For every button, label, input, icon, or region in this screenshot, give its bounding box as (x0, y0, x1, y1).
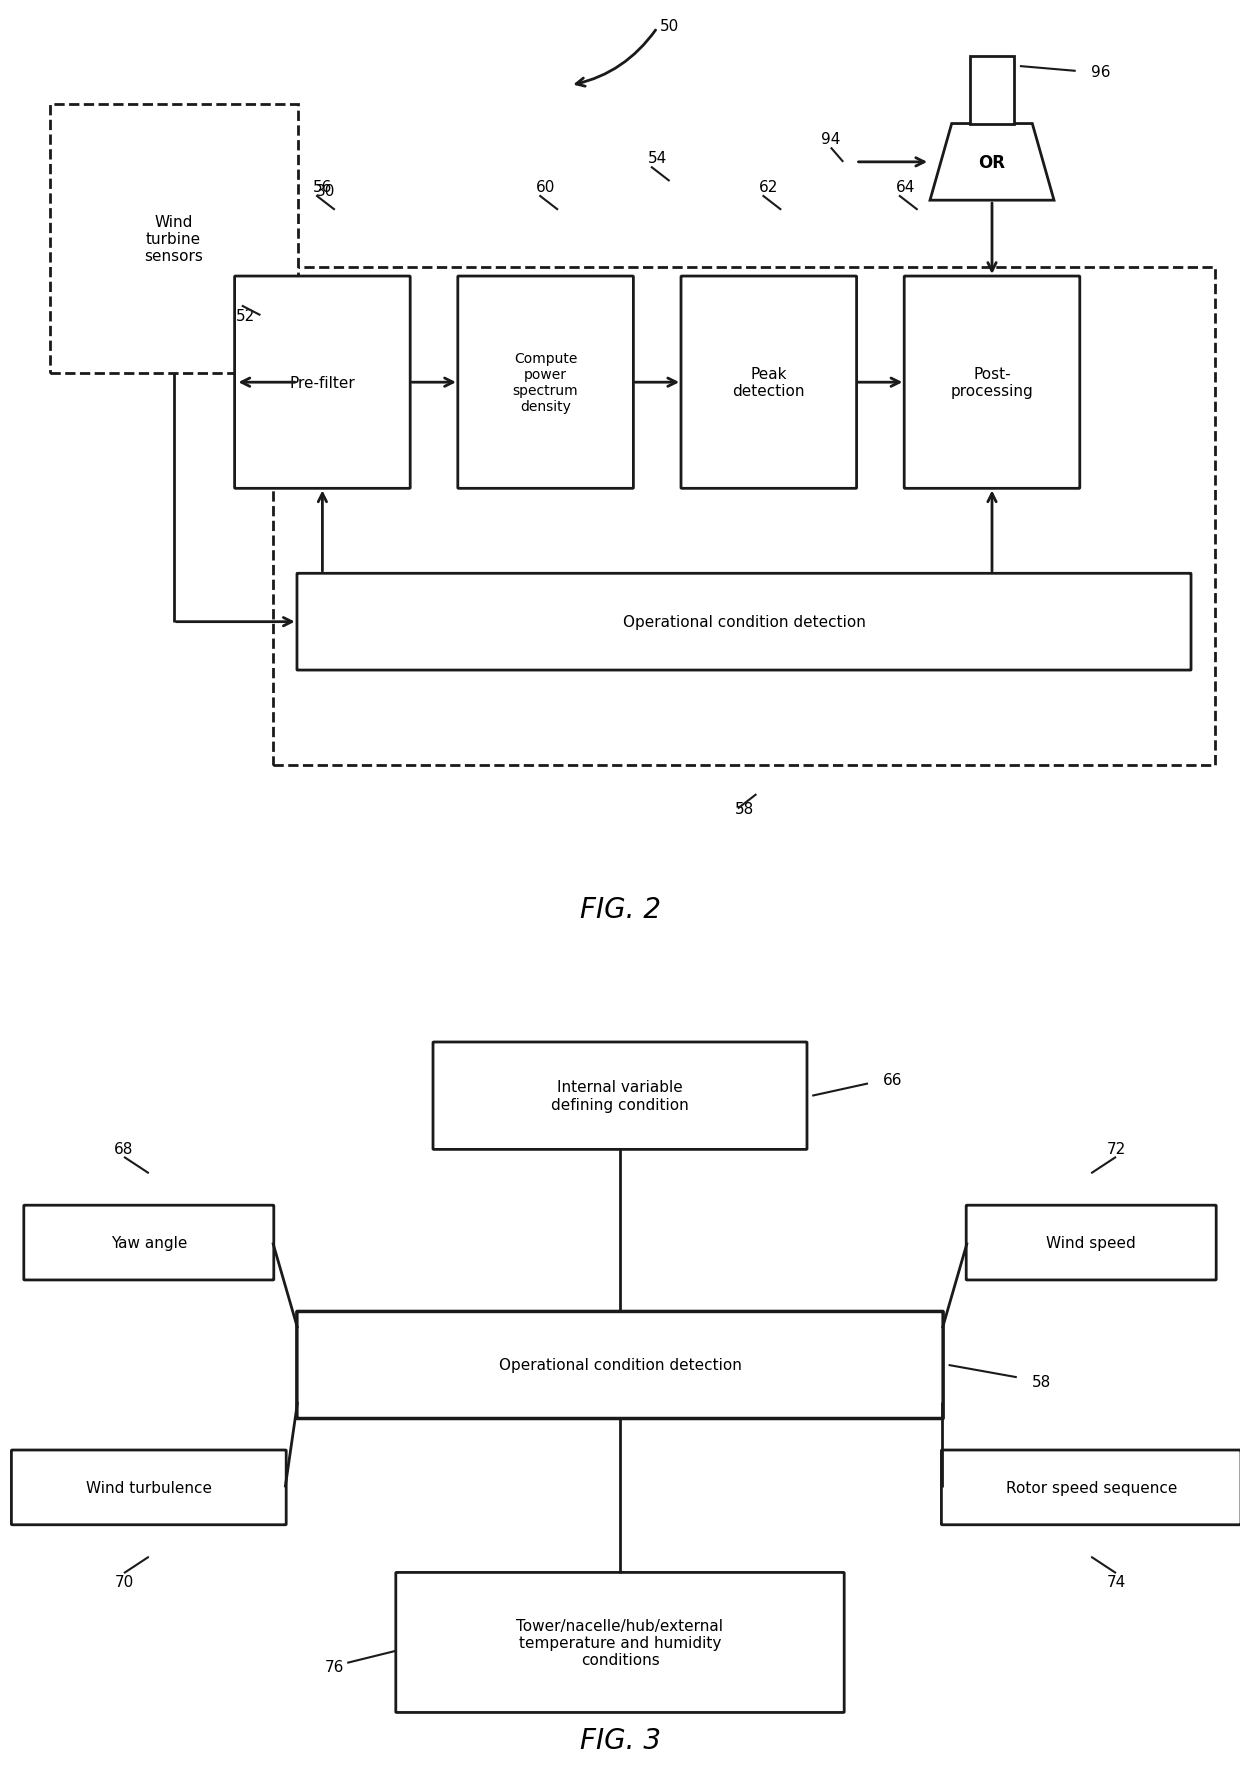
Text: 60: 60 (536, 179, 556, 195)
Text: 74: 74 (1106, 1574, 1126, 1589)
Text: 54: 54 (647, 151, 667, 165)
FancyBboxPatch shape (681, 277, 857, 489)
Text: Operational condition detection: Operational condition detection (498, 1358, 742, 1372)
Text: Wind turbulence: Wind turbulence (86, 1480, 212, 1495)
FancyBboxPatch shape (11, 1450, 286, 1525)
Text: FIG. 2: FIG. 2 (579, 895, 661, 924)
FancyBboxPatch shape (941, 1450, 1240, 1525)
Text: 76: 76 (325, 1660, 345, 1674)
Text: Operational condition detection: Operational condition detection (622, 615, 866, 629)
FancyBboxPatch shape (904, 277, 1080, 489)
FancyBboxPatch shape (298, 574, 1190, 670)
Text: Pre-filter: Pre-filter (289, 376, 356, 390)
FancyBboxPatch shape (458, 277, 634, 489)
Text: Wind speed: Wind speed (1047, 1236, 1136, 1250)
Bar (971, 57, 1014, 124)
Text: Wind
turbine
sensors: Wind turbine sensors (144, 215, 203, 264)
Text: 50: 50 (660, 20, 680, 34)
Text: 66: 66 (883, 1073, 903, 1087)
FancyBboxPatch shape (296, 1312, 944, 1418)
Text: 58: 58 (734, 801, 754, 817)
Text: 96: 96 (1091, 64, 1110, 80)
Text: Tower/nacelle/hub/external
temperature and humidity
conditions: Tower/nacelle/hub/external temperature a… (517, 1617, 723, 1667)
Text: 56: 56 (312, 179, 332, 195)
FancyBboxPatch shape (24, 1206, 274, 1280)
Bar (50, 105, 298, 374)
Text: 70: 70 (114, 1574, 134, 1589)
Text: Compute
power
spectrum
density: Compute power spectrum density (513, 351, 578, 415)
Text: 58: 58 (1032, 1374, 1052, 1388)
Text: 62: 62 (759, 179, 779, 195)
Text: Peak
detection: Peak detection (733, 367, 805, 399)
Text: FIG. 3: FIG. 3 (579, 1727, 661, 1753)
Text: Yaw angle: Yaw angle (110, 1236, 187, 1250)
Text: 52: 52 (236, 309, 255, 323)
Text: Internal variable
defining condition: Internal variable defining condition (551, 1080, 689, 1112)
Bar (273, 268, 1215, 766)
FancyBboxPatch shape (396, 1573, 844, 1713)
Text: OR: OR (978, 154, 1006, 172)
Text: 64: 64 (895, 179, 915, 195)
FancyBboxPatch shape (966, 1206, 1216, 1280)
Polygon shape (930, 124, 1054, 200)
FancyBboxPatch shape (234, 277, 410, 489)
FancyBboxPatch shape (433, 1043, 807, 1149)
Text: 94: 94 (821, 131, 841, 147)
Text: Rotor speed sequence: Rotor speed sequence (1006, 1480, 1177, 1495)
Text: Post-
processing: Post- processing (951, 367, 1033, 399)
Text: 30: 30 (316, 184, 336, 199)
Text: 72: 72 (1106, 1142, 1126, 1156)
Text: 68: 68 (114, 1142, 134, 1156)
